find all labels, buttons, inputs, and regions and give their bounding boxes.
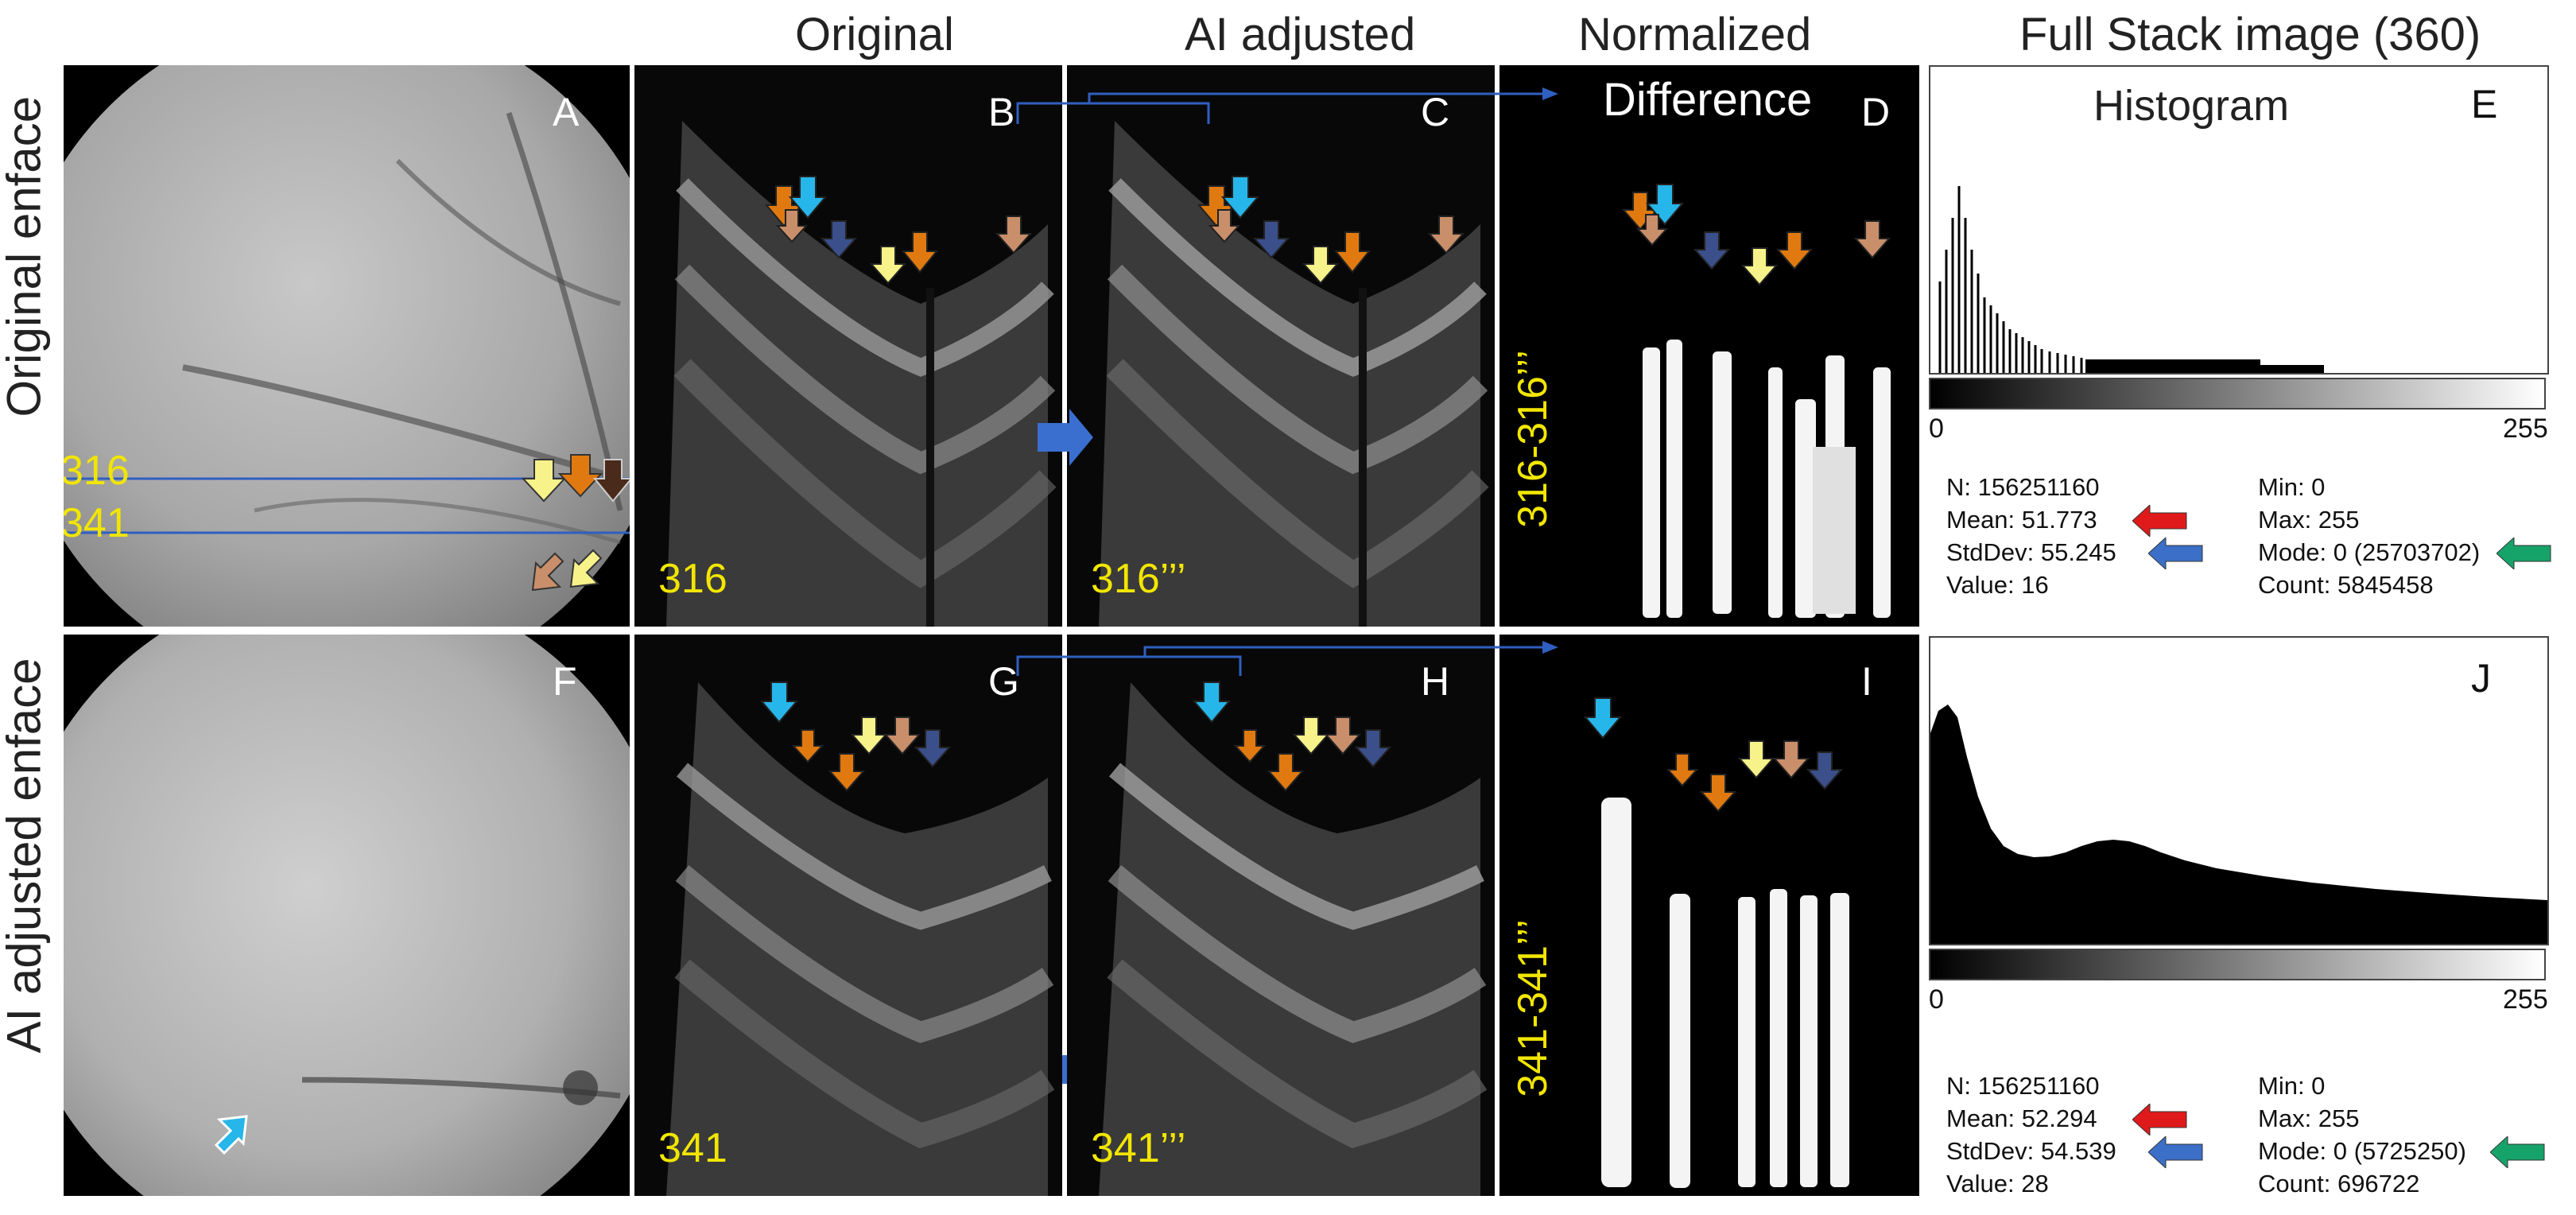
blue-arrow-icon — [2148, 538, 2203, 569]
arrow-group-enface-a — [521, 454, 630, 592]
red-arrow-icon — [2132, 505, 2187, 537]
slice-label-i: 341-341’’’ — [1509, 919, 1556, 1097]
axis-max-top: 255 — [2503, 413, 2548, 444]
stat-mean: Mean: 51.773 — [1946, 506, 2097, 534]
connector-bottom — [1016, 641, 1558, 676]
panel-f-enface-ai-adjusted: F — [64, 635, 630, 1196]
histogram-plot-bottom: J — [1929, 636, 2549, 945]
slice-label-b: 316 — [658, 556, 727, 602]
histogram-area-bottom — [1930, 705, 2547, 944]
difference-bars-d — [1643, 340, 1891, 618]
difference-image-d — [1621, 184, 1891, 618]
slice-label-316-enface: 316 — [64, 448, 130, 494]
panel-c-bscan-ai-adjusted: C 316’’’ — [1067, 65, 1495, 627]
bscan-image-g — [634, 635, 1062, 1196]
stat-n: N: 156251160 — [1946, 1072, 2100, 1100]
header-difference: Difference — [1603, 74, 1813, 126]
histogram-grayscale-bar-bottom — [1929, 949, 2546, 980]
row-label-ai-adjusted-enface: AI adjusted enface — [0, 658, 51, 1054]
panel-letter-h: H — [1421, 659, 1450, 704]
panel-e-histogram: Histogram E 0 255 N: 156251160 Mean: 51.… — [1924, 65, 2552, 638]
header-ai-adjusted: AI adjusted — [1185, 9, 1416, 60]
axis-min-bottom: 0 — [1929, 984, 1944, 1015]
histogram-grayscale-bar-top — [1929, 378, 2546, 410]
bscan-image-b — [634, 65, 1062, 627]
stats-left-bottom: N: 156251160 Mean: 52.294 StdDev: 54.539… — [1946, 1069, 2116, 1200]
stat-value: Value: 28 — [1946, 1170, 2049, 1198]
cyan-arrow-icon — [214, 1115, 248, 1155]
big-arrow-top — [1038, 409, 1093, 466]
arrow-group-h — [1192, 681, 1392, 792]
green-arrow-icon — [2496, 538, 2551, 569]
panel-d-difference-316: Difference D 316-316’’’ — [1499, 65, 1919, 627]
axis-min-top: 0 — [1929, 413, 1944, 444]
stat-stddev: StdDev: 55.245 — [1946, 538, 2116, 566]
row-label-original-enface: Original enface — [0, 95, 51, 417]
stats-right-bottom: Min: 0 Max: 255 Mode: 0 (5725250) Count:… — [2258, 1069, 2466, 1200]
arrow-group-g — [759, 681, 952, 792]
slice-label-h: 341’’’ — [1091, 1125, 1186, 1171]
panel-g-bscan-original: G 341 — [634, 635, 1062, 1196]
stats-right-top: Min: 0 Max: 255 Mode: 0 (25703702) Count… — [2258, 471, 2480, 601]
panel-letter-c: C — [1421, 90, 1450, 134]
panel-letter-i: I — [1861, 659, 1872, 704]
enface-image-ai — [64, 635, 630, 1196]
slice-label-g: 341 — [658, 1125, 727, 1171]
stat-n: N: 156251160 — [1946, 473, 2100, 501]
slice-label-d: 316-316’’’ — [1509, 350, 1556, 528]
panel-j-histogram: J 0 255 N: 156251160 Mean: 52.294 StdDev… — [1924, 636, 2552, 1209]
header-original: Original — [795, 9, 954, 60]
slice-label-c: 316’’’ — [1091, 556, 1186, 602]
enface-image-original — [64, 65, 630, 627]
bscan-image-c — [1067, 65, 1495, 627]
panel-i-difference-341: I 341-341’’’ — [1499, 635, 1919, 1196]
panel-letter-f: F — [553, 659, 577, 704]
stat-value: Value: 16 — [1946, 571, 2049, 599]
stats-left-top: N: 156251160 Mean: 51.773 StdDev: 55.245… — [1946, 471, 2116, 601]
stat-mode: Mode: 0 (5725250) — [2258, 1137, 2466, 1165]
red-arrow-icon — [2132, 1104, 2187, 1135]
panel-h-bscan-ai-adjusted: H 341’’’ — [1067, 635, 1495, 1196]
difference-image-i — [1583, 697, 1849, 1188]
arrow-group-c — [1197, 176, 1465, 285]
histogram-plot-top: Histogram E — [1929, 65, 2549, 375]
axis-max-bottom: 255 — [2503, 984, 2548, 1015]
slice-label-341-enface: 341 — [64, 500, 130, 546]
stat-min: Min: 0 — [2258, 1072, 2326, 1100]
green-arrow-icon — [2490, 1136, 2545, 1168]
panel-letter-a: A — [553, 90, 580, 134]
panel-a-enface-original: A 316 341 — [64, 65, 630, 627]
stat-mean: Mean: 52.294 — [1946, 1104, 2097, 1132]
header-normalized: Normalized — [1578, 9, 1812, 60]
panel-b-bscan-original: B 316 — [634, 65, 1062, 627]
stat-max: Max: 255 — [2258, 506, 2360, 534]
stat-count: Count: 5845458 — [2258, 571, 2434, 599]
connector-top — [1016, 87, 1558, 124]
arrow-group-i — [1583, 697, 1844, 813]
panel-letter-e: E — [2471, 82, 2498, 126]
panel-letter-j: J — [2471, 656, 2491, 701]
arrow-group-d — [1621, 184, 1891, 286]
stat-mode: Mode: 0 (25703702) — [2258, 538, 2481, 566]
stat-count: Count: 696722 — [2258, 1170, 2420, 1198]
difference-bars-i — [1601, 798, 1849, 1188]
panel-letter-d: D — [1861, 90, 1891, 134]
stat-min: Min: 0 — [2258, 473, 2326, 501]
panel-letter-g: G — [988, 659, 1019, 704]
arrow-group-b — [764, 176, 1033, 285]
histogram-bars-top — [1938, 186, 2324, 373]
bscan-image-h — [1067, 635, 1495, 1196]
header-full-stack: Full Stack image (360) — [2019, 9, 2481, 60]
histogram-title: Histogram — [2093, 82, 2290, 130]
stat-stddev: StdDev: 54.539 — [1946, 1137, 2116, 1165]
blue-arrow-icon — [2148, 1136, 2203, 1168]
stat-max: Max: 255 — [2258, 1104, 2360, 1132]
panel-letter-b: B — [988, 90, 1015, 134]
